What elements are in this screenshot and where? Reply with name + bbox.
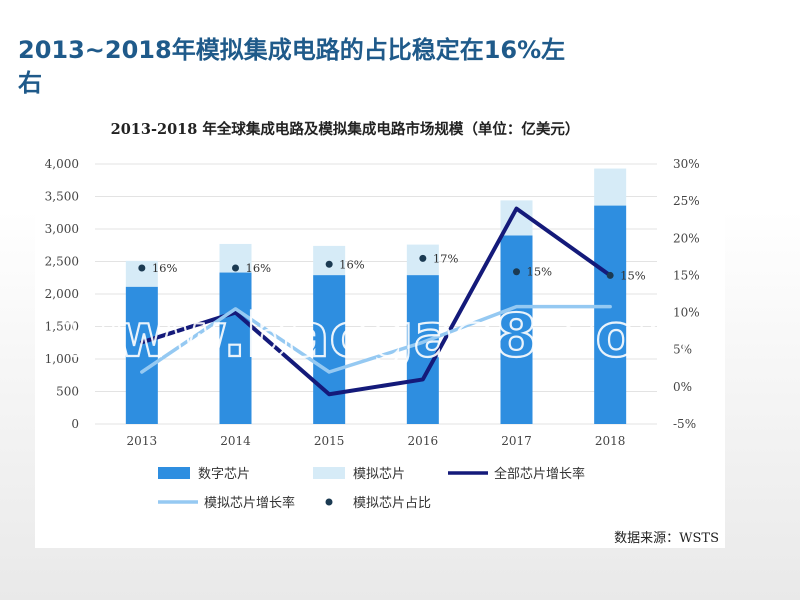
- left-axis-tick-label: 3,000: [45, 222, 79, 236]
- bar-digital-2013: [125, 286, 158, 424]
- left-axis-tick-label: 1,500: [45, 320, 79, 334]
- right-axis-tick-label: 25%: [673, 194, 700, 208]
- x-axis-tick-label: 2013: [127, 434, 158, 448]
- legend-label: 数字芯片: [198, 467, 250, 482]
- left-axis-tick-label: 2,000: [45, 287, 79, 301]
- chart: 2013-2018 年全球集成电路及模拟集成电路市场规模（单位：亿美元） 0 50…: [45, 120, 701, 511]
- bar-digital-2016: [406, 275, 439, 424]
- x-axis-tick-label: 2017: [501, 434, 532, 448]
- share-point: [419, 254, 427, 262]
- share-label: 15%: [620, 268, 646, 282]
- share-point: [513, 268, 520, 276]
- chart-title: 2013-2018 年全球集成电路及模拟集成电路市场规模（单位：亿美元）: [111, 120, 580, 138]
- bar-digital-2015: [313, 275, 346, 424]
- share-label: 16%: [152, 261, 178, 275]
- right-axis-tick-label: 15%: [673, 268, 700, 282]
- chart-panel: 2013-2018 年全球集成电路及模拟集成电路市场规模（单位：亿美元） 0 50…: [35, 118, 725, 548]
- legend-label: 模拟芯片: [353, 467, 405, 482]
- share-label: 16%: [339, 257, 365, 271]
- watermark: www.baogao8.com: [61, 301, 699, 371]
- x-axis-tick-label: 2016: [408, 434, 439, 448]
- share-point: [325, 260, 333, 268]
- right-axis-tick-label: -5%: [673, 417, 696, 431]
- x-axis-tick-label: 2014: [220, 434, 251, 448]
- left-axis-tick-label: 2,500: [45, 255, 79, 269]
- share-point: [138, 264, 146, 272]
- legend-label: 全部芯片增长率: [494, 466, 585, 482]
- left-axis-tick-label: 500: [56, 385, 79, 399]
- x-axis-tick-label: 2015: [314, 434, 345, 448]
- left-axis-tick-label: 3,500: [45, 190, 79, 204]
- bar-digital-2017: [500, 235, 533, 424]
- share-label: 17%: [433, 251, 459, 265]
- bar-analog-2015: [313, 245, 346, 276]
- bar-digital-2014: [219, 272, 252, 424]
- source-note: 数据来源：WSTS: [614, 531, 719, 546]
- share-point: [232, 264, 239, 272]
- legend-swatch: [325, 498, 333, 506]
- bar-digital-2018: [594, 205, 627, 424]
- right-axis-tick-label: 5%: [673, 343, 692, 357]
- legend-label: 模拟芯片增长率: [204, 495, 295, 511]
- left-axis-tick-label: 1,000: [45, 352, 79, 366]
- right-axis-tick-label: 0%: [673, 380, 692, 394]
- legend-label: 模拟芯片占比: [353, 496, 431, 511]
- right-axis-tick-label: 30%: [673, 157, 700, 171]
- legend-swatch: [313, 467, 345, 479]
- right-axis-tick-label: 10%: [673, 306, 700, 320]
- line-analog-growth: [140, 304, 612, 374]
- slide-title: 2013~2018年模拟集成电路的占比稳定在16%左右: [18, 36, 566, 97]
- right-axis-tick-label: 20%: [673, 231, 700, 245]
- x-axis-tick-label: 2018: [595, 434, 626, 448]
- left-axis-tick-label: 4,000: [45, 157, 79, 171]
- share-label: 16%: [246, 261, 272, 275]
- bar-analog-2018: [594, 168, 627, 206]
- share-label: 15%: [527, 265, 553, 279]
- legend-swatch: [158, 467, 190, 479]
- left-axis-tick-label: 0: [71, 417, 79, 431]
- share-point: [606, 271, 614, 279]
